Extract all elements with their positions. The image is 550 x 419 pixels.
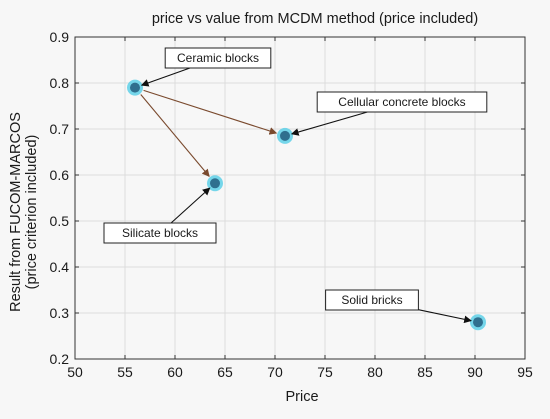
annotation: Ceramic blocks: [140, 47, 272, 87]
y-tick-label: 0.3: [50, 305, 70, 321]
data-point-marker: [280, 130, 290, 141]
data-point: [207, 175, 223, 192]
x-tick-label: 80: [367, 364, 383, 380]
chart-title: price vs value from MCDM method (price i…: [152, 11, 478, 27]
y-tick-label: 0.7: [50, 121, 70, 137]
y-tick-label: 0.9: [50, 29, 70, 45]
annotation-label: Solid bricks: [341, 293, 402, 307]
grid: [75, 37, 525, 359]
x-tick-label: 55: [117, 364, 133, 380]
annotation-arrow: [140, 67, 191, 87]
x-tick-label: 70: [267, 364, 283, 380]
annotation: Solid bricks: [325, 289, 472, 324]
annotation-label: Silicate blocks: [122, 226, 198, 240]
data-points: [127, 79, 486, 331]
annotation-box: [316, 91, 488, 113]
x-tick-label: 75: [317, 364, 333, 380]
x-tick-label: 90: [467, 364, 483, 380]
trend-arrow: [143, 89, 278, 135]
annotation-arrow: [290, 111, 368, 136]
data-point-marker: [210, 178, 220, 189]
y-tick-label: 0.5: [50, 213, 70, 229]
ticks: 50 55 60 65 70 75 80 85 90 95 0.2 0.3 0.4 0.5 0.6 0.7 0.…: [50, 29, 533, 380]
annotation-box: [325, 289, 419, 311]
annotation-box: [103, 222, 217, 244]
annotation-box: [164, 47, 272, 69]
y-axis-title: Result from FUCOM-MARCOS (price criterio…: [8, 112, 40, 312]
y-tick-label: 0.4: [50, 259, 70, 275]
annotation-arrow: [418, 309, 472, 324]
data-point: [470, 314, 486, 331]
annotation-label: Ceramic blocks: [177, 51, 259, 65]
annotation-label: Cellular concrete blocks: [338, 95, 465, 109]
trend-arrow: [140, 94, 210, 177]
data-point: [127, 79, 143, 96]
y-tick-label: 0.2: [50, 351, 70, 367]
x-tick-label: 65: [217, 364, 233, 380]
x-tick-label: 50: [67, 364, 83, 380]
data-point-marker: [473, 317, 483, 328]
y-tick-label: 0.6: [50, 167, 70, 183]
trend-arrows: [140, 89, 278, 177]
y-axis-title-line-2: (price criterion included): [24, 135, 40, 290]
y-axis-title-line-1: Result from FUCOM-MARCOS: [8, 112, 24, 312]
x-axis-title: Price: [285, 389, 318, 405]
x-tick-label: 60: [167, 364, 183, 380]
data-point-marker: [130, 82, 140, 93]
plot-frame: [74, 36, 526, 360]
data-point: [277, 127, 293, 144]
x-tick-label: 85: [417, 364, 433, 380]
annotation: Silicate blocks: [103, 187, 217, 244]
y-tick-label: 0.8: [50, 75, 70, 91]
annotations: Ceramic blocks Cellular concrete blocks Si…: [103, 47, 488, 324]
annotation-arrow: [170, 187, 211, 224]
annotation: Cellular concrete blocks: [290, 91, 488, 136]
x-tick-label: 95: [517, 364, 533, 380]
